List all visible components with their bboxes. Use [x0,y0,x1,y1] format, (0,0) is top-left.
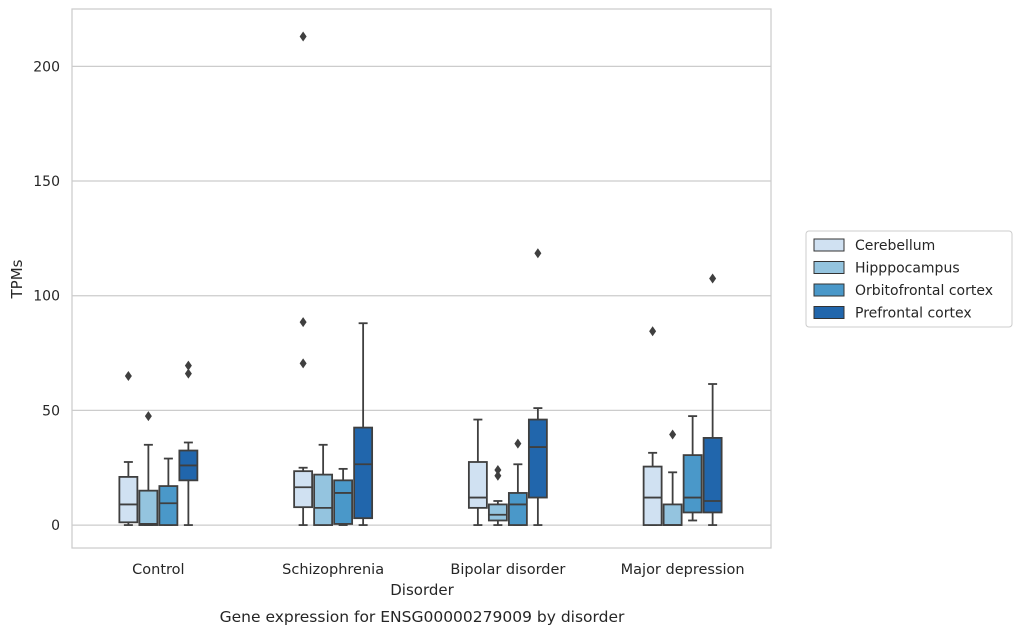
y-tick-label-100: 100 [33,289,60,305]
box-iqr [642,465,663,526]
x-tick-labels: Control Schizophrenia Bipolar disorder Majo… [132,562,744,578]
box-iqr [702,437,723,514]
outlier-point [184,360,192,371]
x-axis-label: Disorder [390,581,454,599]
box-hipppocampus-major-depression [662,429,683,526]
y-tick-labels: 0 50 100 150 200 [33,59,60,534]
box-iqr [158,485,179,526]
legend-swatch-orbitofrontal-cortex [813,283,845,297]
box-orbitofrontal-cortex-control [158,457,179,526]
y-tick-label-0: 0 [51,518,60,534]
box-prefrontal-cortex-control [178,360,199,526]
legend-label-prefrontal-cortex: Prefrontal cortex [855,306,972,322]
outlier-point [144,411,152,422]
legend-label-cerebellum: Cerebellum [855,238,935,254]
box-cerebellum-major-depression [642,326,663,526]
box-hipppocampus-schizophrenia [313,443,334,526]
y-tick-label-150: 150 [33,174,60,190]
boxes [118,31,723,526]
box-hipppocampus-bipolar-disorder [487,465,508,526]
box-iqr [527,418,548,499]
outlier-point [299,31,307,42]
legend-swatch-prefrontal-cortex [813,306,845,319]
box-iqr [507,492,528,526]
box-iqr [138,489,159,526]
outlier-point [494,470,502,481]
box-cerebellum-control [118,370,139,526]
box-iqr [293,470,314,509]
box-iqr [467,461,488,509]
outlier-point [709,273,717,284]
chart-caption: Gene expression for ENSG00000279009 by d… [220,608,625,626]
box-cerebellum-bipolar-disorder [467,418,488,526]
legend-swatch-cerebellum [813,238,845,252]
box-orbitofrontal-cortex-major-depression [682,415,703,522]
plot-area [71,8,772,549]
box-iqr [313,473,334,526]
x-tick-label-schizophrenia: Schizophrenia [282,562,384,578]
box-prefrontal-cortex-major-depression [702,273,723,526]
outlier-point [494,465,502,476]
outlier-point [184,368,192,379]
legend-label-hipppocampus: Hipppocampus [855,261,960,277]
box-cerebellum-schizophrenia [293,31,314,526]
y-tick-label-50: 50 [42,403,60,419]
y-axis-label: TPMs [8,259,26,299]
x-tick-label-control: Control [132,562,184,578]
box-iqr [353,426,374,520]
box-iqr [487,503,508,522]
box-hipppocampus-control [138,411,159,526]
legend-swatch-hipppocampus [813,261,845,274]
box-prefrontal-cortex-schizophrenia [353,322,374,526]
y-tick-label-200: 200 [33,59,60,75]
outlier-point [124,370,132,381]
box-iqr [662,503,683,526]
outlier-point [669,429,677,440]
outlier-point [299,317,307,328]
outlier-point [299,358,307,369]
box-iqr [682,454,703,514]
x-tick-label-major-depression: Major depression [621,562,745,578]
outlier-point [534,248,542,259]
legend-label-orbitofrontal-cortex: Orbitofrontal cortex [855,283,993,299]
box-orbitofrontal-cortex-schizophrenia [333,467,354,526]
box-iqr [333,479,354,525]
box-prefrontal-cortex-bipolar-disorder [527,248,548,526]
x-tick-label-bipolar-disorder: Bipolar disorder [450,562,565,578]
legend-frame [805,230,1013,328]
box-orbitofrontal-cortex-bipolar-disorder [507,438,528,526]
outlier-point [514,438,522,449]
box-iqr [118,475,139,524]
outlier-point [649,326,657,337]
legend: Cerebellum Hipppocampus Orbitofrontal cort… [805,230,1013,328]
